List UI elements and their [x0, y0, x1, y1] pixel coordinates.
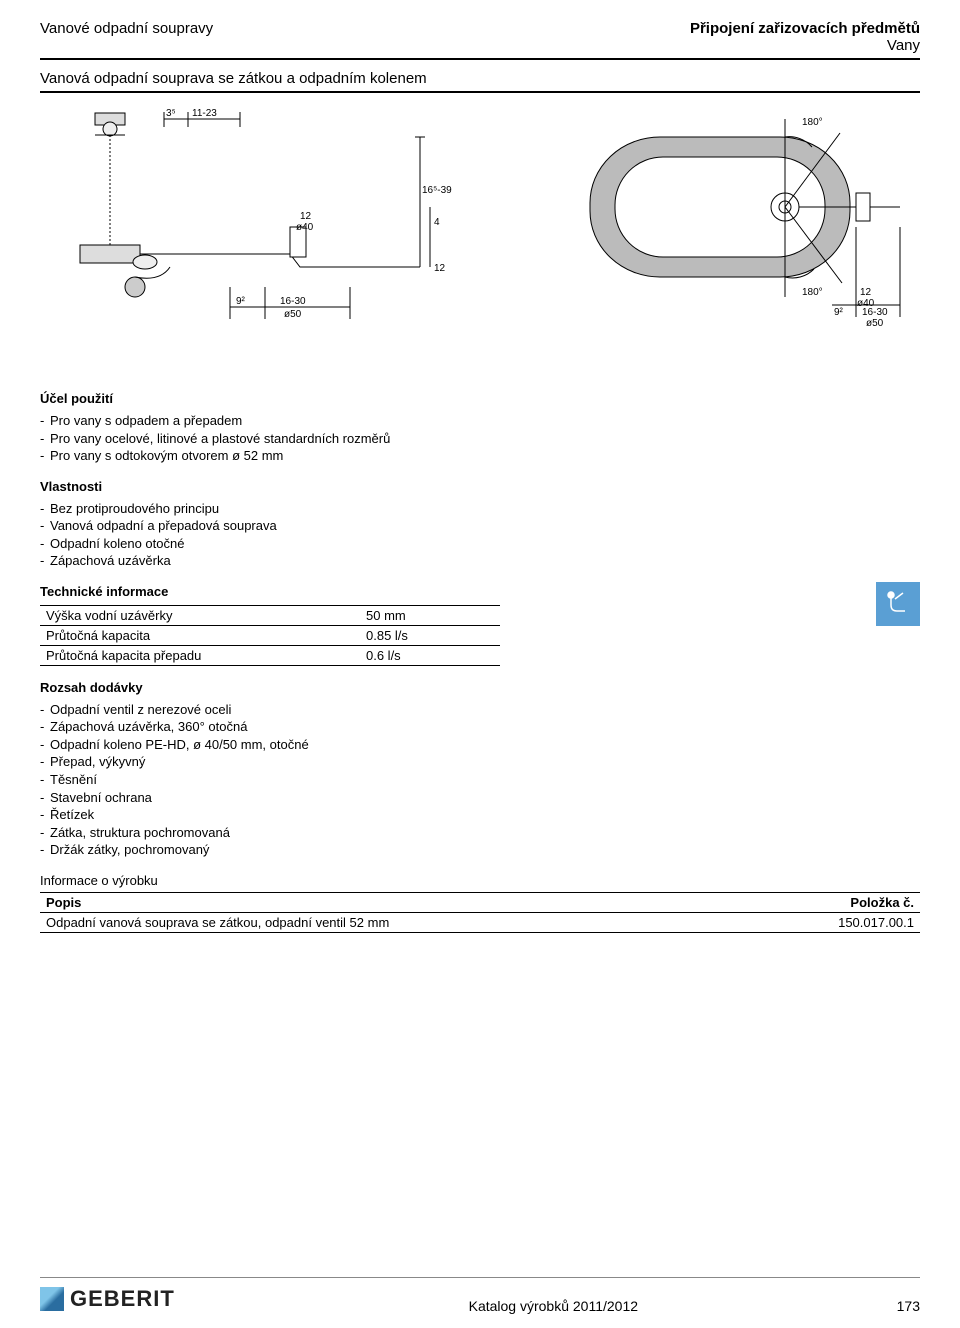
list-item: Pro vany s odtokovým otvorem ø 52 mm: [40, 447, 920, 465]
header-right-sub: Vany: [690, 37, 920, 54]
product-num: 150.017.00.1: [745, 912, 920, 932]
subtitle-divider: [40, 91, 920, 93]
product-info-label: Informace o výrobku: [40, 873, 920, 888]
dim-label: 9²: [834, 307, 844, 318]
list-item: Pro vany s odpadem a přepadem: [40, 412, 920, 430]
product-table: Popis Položka č. Odpadní vanová souprava…: [40, 892, 920, 933]
list-item: Zápachová uzávěrka: [40, 552, 920, 570]
list-item: Pro vany ocelové, litinové a plastové st…: [40, 430, 920, 448]
footer-catalog-title: Katalog výrobků 2011/2012: [469, 1298, 638, 1314]
list-item: Držák zátky, pochromovaný: [40, 841, 920, 859]
list-item: Vanová odpadní a přepadová souprava: [40, 517, 920, 535]
header-right-block: Připojení zařizovacích předmětů Vany: [690, 20, 920, 54]
purpose-heading: Účel použití: [40, 391, 920, 406]
list-item: Odpadní koleno PE-HD, ø 40/50 mm, otočné: [40, 736, 920, 754]
page-header: Vanové odpadní soupravy Připojení zařizo…: [40, 20, 920, 54]
dim-label: ø40: [296, 222, 314, 233]
table-row: Průtočná kapacita přepadu 0.6 l/s: [40, 645, 500, 665]
dim-label: 16⁵-39: [422, 185, 452, 196]
dim-label: 12: [860, 287, 872, 298]
tech-value: 50 mm: [360, 605, 500, 625]
dim-label: 4: [434, 217, 440, 228]
tech-label: Průtočná kapacita: [40, 625, 360, 645]
list-item: Zátka, struktura pochromovaná: [40, 824, 920, 842]
table-row: Průtočná kapacita 0.85 l/s: [40, 625, 500, 645]
brand-logo: GEBERIT: [40, 1284, 210, 1314]
page-footer: GEBERIT Katalog výrobků 2011/2012 173: [40, 1277, 920, 1314]
properties-list: Bez protiproudového principu Vanová odpa…: [40, 500, 920, 570]
table-row: Odpadní vanová souprava se zátkou, odpad…: [40, 912, 920, 932]
dim-label: ø50: [284, 309, 302, 320]
col-polozka: Položka č.: [745, 892, 920, 912]
list-item: Odpadní koleno otočné: [40, 535, 920, 553]
dim-label: 11-23: [192, 108, 217, 119]
list-item: Stavební ochrana: [40, 789, 920, 807]
dim-label: ø50: [866, 318, 884, 329]
delivery-heading: Rozsah dodávky: [40, 680, 920, 695]
dim-label: 12: [300, 211, 312, 222]
technical-heading: Technické informace: [40, 584, 920, 599]
table-header-row: Popis Položka č.: [40, 892, 920, 912]
header-divider: [40, 58, 920, 60]
technical-diagrams: 3⁵ 11-23 12 ø40 16⁵-39 4 12 9² 16-30 ø50: [40, 107, 920, 367]
properties-heading: Vlastnosti: [40, 479, 920, 494]
logo-mark-icon: [40, 1287, 64, 1311]
list-item: Bez protiproudového principu: [40, 500, 920, 518]
product-desc: Odpadní vanová souprava se zátkou, odpad…: [40, 912, 745, 932]
logo-text: GEBERIT: [70, 1286, 175, 1312]
list-item: Přepad, výkyvný: [40, 753, 920, 771]
tech-value: 0.85 l/s: [360, 625, 500, 645]
dim-label: 180°: [802, 117, 823, 128]
col-popis: Popis: [40, 892, 745, 912]
dim-label: 16-30: [862, 307, 888, 318]
list-item: Řetízek: [40, 806, 920, 824]
dim-label: 9²: [236, 296, 246, 307]
technical-table: Výška vodní uzávěrky 50 mm Průtočná kapa…: [40, 605, 500, 666]
list-item: Odpadní ventil z nerezové oceli: [40, 701, 920, 719]
tech-label: Průtočná kapacita přepadu: [40, 645, 360, 665]
dim-label: 16-30: [280, 296, 306, 307]
header-right-title: Připojení zařizovacích předmětů: [690, 20, 920, 37]
list-item: Těsnění: [40, 771, 920, 789]
dim-label: 180°: [802, 287, 823, 298]
dim-label: 3⁵: [166, 108, 176, 119]
diagram-svg: 3⁵ 11-23 12 ø40 16⁵-39 4 12 9² 16-30 ø50: [40, 107, 920, 367]
table-row: Výška vodní uzávěrky 50 mm: [40, 605, 500, 625]
delivery-list: Odpadní ventil z nerezové oceli Zápachov…: [40, 701, 920, 859]
tech-value: 0.6 l/s: [360, 645, 500, 665]
tech-label: Výška vodní uzávěrky: [40, 605, 360, 625]
list-item: Zápachová uzávěrka, 360° otočná: [40, 718, 920, 736]
dim-label: 12: [434, 263, 446, 274]
purpose-list: Pro vany s odpadem a přepadem Pro vany o…: [40, 412, 920, 465]
footer-page-number: 173: [897, 1298, 920, 1314]
header-left: Vanové odpadní soupravy: [40, 20, 213, 37]
page-subtitle: Vanová odpadní souprava se zátkou a odpa…: [40, 70, 920, 87]
category-badge-icon: [876, 582, 920, 626]
